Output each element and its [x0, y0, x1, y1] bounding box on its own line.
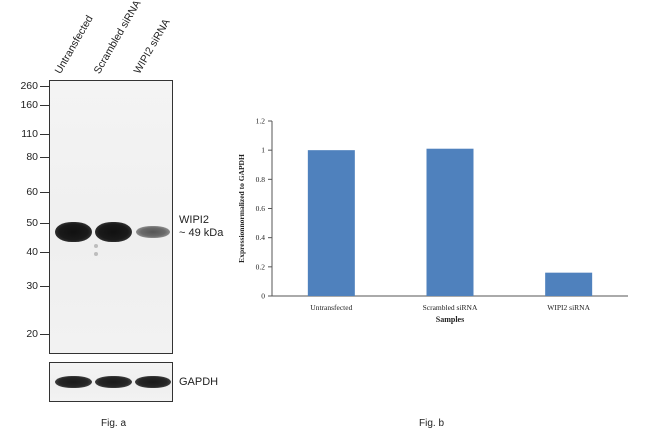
mw-tick	[40, 252, 49, 253]
blot-speck	[94, 252, 98, 256]
x-tick-label: WIPI2 siRNA	[547, 303, 590, 312]
lane-label-untransfected: Untransfected	[52, 13, 96, 76]
target-label: WIPI2 ~ 49 kDa	[179, 214, 223, 240]
mw-marker-40: 40	[26, 246, 38, 258]
figure-b-caption: Fig. b	[419, 418, 445, 429]
y-tick-label: 0.6	[256, 204, 266, 213]
y-tick-label: 0.2	[256, 262, 266, 271]
target-name: WIPI2	[179, 214, 209, 226]
mw-tick	[40, 157, 49, 158]
band-gapdh-lane-1	[55, 376, 92, 388]
band-wipi2-lane-3	[136, 226, 170, 238]
target-size: ~ 49 kDa	[179, 227, 224, 239]
mw-tick	[40, 334, 49, 335]
mw-marker-50: 50	[26, 217, 38, 229]
loading-control-label: GAPDH	[179, 376, 219, 388]
blot-panel-wipi2	[49, 80, 173, 354]
blot-speck	[94, 244, 98, 248]
band-wipi2-lane-1	[55, 222, 92, 242]
mw-tick	[40, 223, 49, 224]
x-tick-label: Scrambled siRNA	[423, 303, 478, 312]
mw-tick	[40, 134, 49, 135]
bar	[307, 150, 355, 296]
mw-tick	[40, 192, 49, 193]
mw-tick	[40, 286, 49, 287]
y-axis: 0 0.2 0.4 0.6 0.8 1 1.2	[256, 117, 273, 301]
bar	[545, 272, 593, 296]
mw-marker-60: 60	[26, 186, 38, 198]
y-axis-title: Expressionnormalized to GAPDH	[237, 154, 246, 263]
mw-tick	[40, 86, 49, 87]
y-tick-label: 1	[261, 146, 265, 155]
y-tick-label: 1.2	[256, 117, 266, 126]
y-tick-label: 0	[261, 292, 265, 301]
band-gapdh-lane-3	[135, 376, 171, 388]
band-gapdh-lane-2	[95, 376, 132, 388]
y-tick-label: 0.8	[256, 175, 266, 184]
y-tick-label: 0.4	[256, 233, 266, 242]
bars	[307, 148, 593, 296]
lane-label-wipi2-sirna: WIPI2 siRNA	[131, 16, 173, 76]
bar-chart: 0 0.2 0.4 0.6 0.8 1 1.2 Untransfected Scrambled…	[237, 117, 628, 324]
mw-tick	[40, 105, 49, 106]
x-axis-title: Samples	[436, 315, 464, 324]
figure-a-caption: Fig. a	[101, 418, 127, 429]
band-wipi2-lane-2	[95, 222, 132, 242]
x-axis: Untransfected Scrambled siRNA WIPI2 siRNA	[272, 295, 628, 312]
mw-marker-260: 260	[20, 80, 38, 92]
mw-marker-30: 30	[26, 280, 38, 292]
bar	[426, 148, 474, 296]
x-tick-label: Untransfected	[310, 303, 352, 312]
mw-marker-160: 160	[20, 99, 38, 111]
blot-panel-gapdh	[49, 362, 173, 402]
mw-marker-110: 110	[21, 128, 38, 140]
mw-marker-80: 80	[26, 151, 38, 163]
mw-marker-20: 20	[26, 328, 38, 340]
